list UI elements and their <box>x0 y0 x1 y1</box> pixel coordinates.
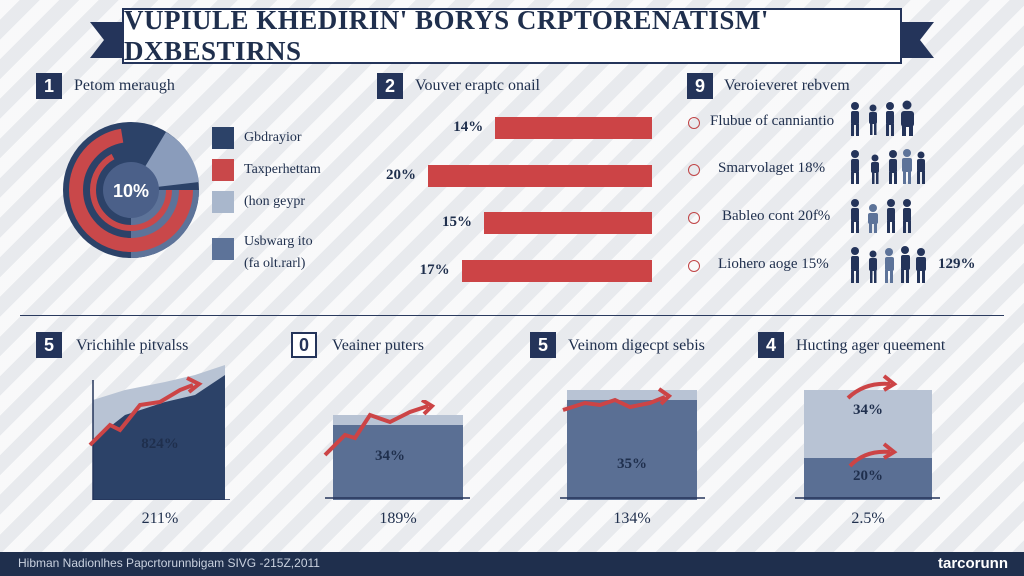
legend-label-1: Gbdrayior <box>244 130 302 145</box>
panel-4-chart <box>795 374 940 500</box>
hbar-1 <box>495 117 652 139</box>
section-5a-title: Vrichihle pitvalss <box>76 337 189 354</box>
person-icon <box>889 150 897 184</box>
panel-4-fill <box>804 458 932 500</box>
trend-arrow-icon <box>846 381 891 400</box>
people-label-4: Liohero aoge 15% <box>718 256 829 272</box>
section-divider <box>20 315 1004 316</box>
person-icon <box>851 199 859 233</box>
legend-label-2: Taxperhettam <box>244 162 321 177</box>
trend-arrow-icon <box>848 449 891 468</box>
people-label-3: Bableo cont 20f% <box>722 208 831 224</box>
section-5b-title: Veinom digecpt sebis <box>568 337 705 354</box>
footer-bar: Hibman Nadionlhes Papcrtorunnbigam SIVG … <box>0 552 1024 576</box>
panel-3-chart <box>560 387 705 500</box>
person-icon <box>871 154 879 184</box>
hbar-label-2: 20% <box>386 167 416 183</box>
panel-1-value: 824% <box>141 436 179 452</box>
title-banner: VUPIULE KHEDIRIN' BORYS CRPTORENATISM' D… <box>90 5 934 66</box>
section-5a-number: 5 <box>36 332 62 358</box>
panel-2-bottom-label: 189% <box>379 510 417 527</box>
bullet-circle-icon <box>688 212 700 224</box>
panel-1-bottom-label: 211% <box>141 510 179 527</box>
legend-label-4: Usbwarg ito <box>244 234 313 249</box>
panel-2-value: 34% <box>375 448 405 464</box>
bullet-circle-icon <box>688 260 700 272</box>
people-label-1: Flubue of canniantio <box>710 113 835 129</box>
trend-arrow-icon <box>562 395 666 412</box>
section-2-number: 2 <box>377 73 403 99</box>
hbar-label-3: 15% <box>442 214 472 230</box>
legend-swatch-3 <box>212 191 234 213</box>
section-5b-number: 5 <box>530 332 556 358</box>
footer-brand: tarcorunn <box>937 555 1008 572</box>
people-extra-4: 129% <box>938 256 976 272</box>
panel-3-value: 35% <box>617 456 647 472</box>
legend-swatch-4 <box>212 238 234 260</box>
section-2-title: Vouver eraptc onail <box>415 77 540 94</box>
trend-arrow-icon <box>323 404 429 457</box>
person-icon <box>902 149 912 184</box>
hbar-2 <box>428 165 652 187</box>
legend-swatch-1 <box>212 127 234 149</box>
person-icon <box>917 151 925 184</box>
people-icons <box>851 100 926 283</box>
person-icon <box>851 102 859 136</box>
person-icon <box>869 250 877 283</box>
banner-title: VUPIULE KHEDIRIN' BORYS CRPTORENATISM' D… <box>124 5 769 66</box>
people-label-2: Smarvolaget 18% <box>718 160 826 176</box>
panel-4-bottom-label: 2.5% <box>851 510 885 527</box>
person-icon <box>869 104 877 135</box>
trend-arrow-icon <box>88 383 194 447</box>
panel-4-value: 34% <box>853 402 883 418</box>
section-0-number: 0 <box>291 332 317 358</box>
hbar-label-4: 17% <box>419 262 450 278</box>
donut-chart: 10% <box>63 122 199 258</box>
person-icon <box>916 248 926 283</box>
section-1-number: 1 <box>36 73 62 99</box>
person-icon <box>851 150 859 184</box>
hbar-3 <box>484 212 652 234</box>
person-icon <box>885 248 894 283</box>
person-icon <box>901 246 910 283</box>
panel-3-fill <box>567 400 697 500</box>
bullet-circle-icon <box>688 164 700 176</box>
panel-4-value-2: 20% <box>853 468 883 484</box>
panel-1-area-chart <box>88 365 230 500</box>
donut-red-ring <box>69 128 193 252</box>
legend-swatch-2 <box>212 159 234 181</box>
section-1-title: Petom meraugh <box>74 77 175 94</box>
section-4-title: Hucting ager queement <box>796 337 946 354</box>
person-icon <box>903 199 911 233</box>
donut-center-label: 10% <box>113 181 149 201</box>
hbar-label-1: 14% <box>453 119 484 135</box>
person-icon <box>851 247 859 283</box>
section-4-number: 4 <box>758 332 784 358</box>
section-0-title: Veainer puters <box>332 337 424 354</box>
hbar-4 <box>461 260 652 282</box>
donut-hole <box>103 162 159 218</box>
person-icon <box>886 102 894 136</box>
person-icon <box>901 100 914 136</box>
donut-inner-ring <box>90 149 172 231</box>
panel-2-chart <box>323 400 470 500</box>
section-3-title: Veroieveret rebvem <box>724 77 850 94</box>
panel-1-area-dark <box>93 375 225 500</box>
section-3-number: 9 <box>687 73 713 99</box>
person-icon <box>868 204 878 233</box>
person-icon <box>887 199 895 233</box>
footer-text: Hibman Nadionlhes Papcrtorunnbigam SIVG … <box>18 556 320 570</box>
panel-3-bottom-label: 134% <box>613 510 651 527</box>
legend-label-4b: (fa olt.rarl) <box>244 256 306 271</box>
bullet-circle-icon <box>688 117 700 129</box>
legend-label-3: (hon geypr <box>244 194 306 209</box>
